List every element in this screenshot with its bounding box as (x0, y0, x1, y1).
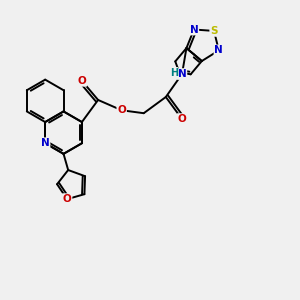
Text: N: N (41, 138, 50, 148)
Text: O: O (178, 114, 186, 124)
Text: H: H (170, 68, 178, 78)
Text: N: N (178, 69, 186, 79)
Text: N: N (190, 25, 198, 34)
Text: O: O (117, 105, 126, 115)
Text: O: O (77, 76, 86, 86)
Text: O: O (63, 194, 71, 204)
Text: S: S (210, 26, 218, 36)
Text: N: N (214, 45, 223, 56)
